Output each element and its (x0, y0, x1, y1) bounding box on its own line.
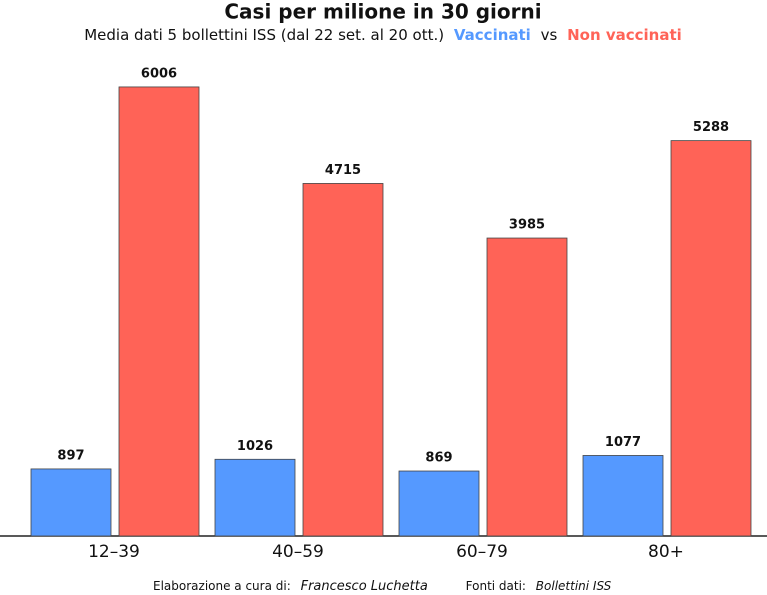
value-label: 6006 (141, 66, 177, 81)
x-tick-label: 80+ (648, 542, 684, 562)
value-label: 3985 (509, 218, 545, 233)
source: Bollettini ISS (536, 579, 612, 593)
value-label: 869 (425, 451, 452, 466)
x-tick-label: 40–59 (272, 542, 324, 562)
credit-label: Elaborazione a cura di: (153, 579, 291, 593)
bar (302, 183, 384, 537)
x-tick-label: 12–39 (88, 542, 140, 562)
chart-subtitle: Media dati 5 bollettini ISS (dal 22 set.… (84, 26, 682, 44)
value-label: 897 (57, 448, 84, 463)
value-label: 1026 (237, 439, 273, 454)
credit: Francesco Luchetta (301, 579, 428, 594)
footer: Elaborazione a cura di: Francesco Luchet… (153, 579, 612, 594)
bar (582, 455, 664, 537)
bar (30, 468, 112, 537)
legend-entry: Vaccinati (454, 26, 531, 44)
subtitle-connector: vs (541, 26, 558, 44)
legend-entry: Non vaccinati (567, 26, 682, 44)
value-label: 4715 (325, 163, 361, 178)
value-label: 1077 (605, 435, 641, 450)
value-label: 5288 (693, 120, 729, 135)
subtitle-text: Media dati 5 bollettini ISS (dal 22 set.… (84, 26, 444, 44)
x-tick-label: 60–79 (456, 542, 508, 562)
bar (486, 237, 568, 537)
source-label: Fonti dati: (466, 579, 526, 593)
chart-title: Casi per milione in 30 giorni (224, 0, 541, 24)
bar (118, 86, 200, 537)
bar (670, 140, 752, 537)
bar (214, 458, 296, 537)
bar (398, 470, 480, 537)
